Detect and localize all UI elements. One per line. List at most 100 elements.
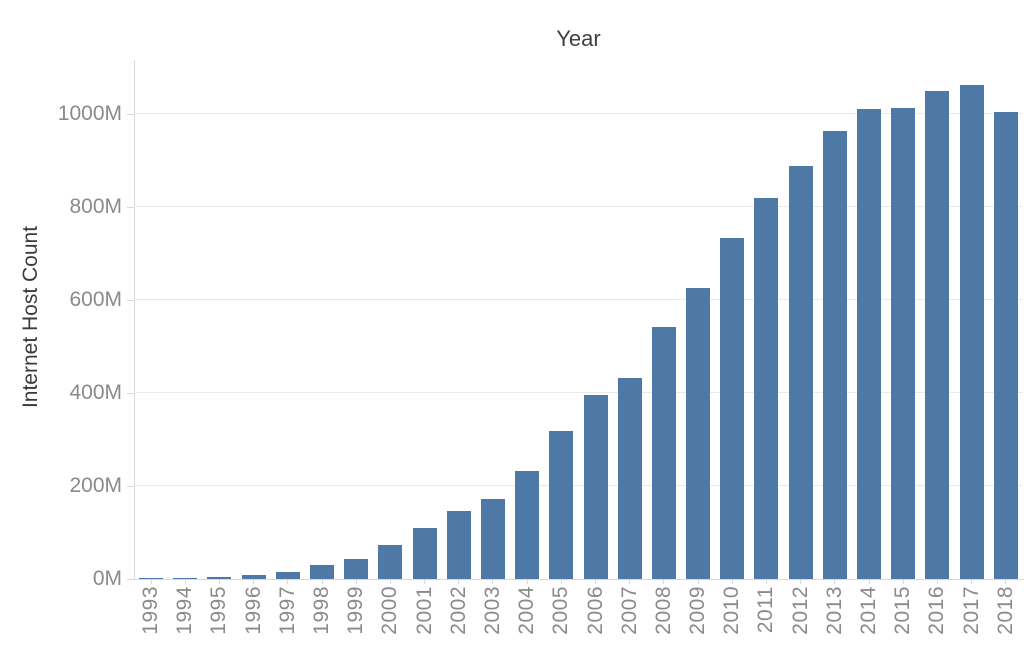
bar-2005[interactable] <box>549 431 574 579</box>
bar-slot-2018 <box>989 60 1023 579</box>
x-tick-label-1996: 1996 <box>241 586 265 635</box>
x-label-slot-2007: 2007 <box>613 580 647 648</box>
x-tick-label-2009: 2009 <box>686 586 710 635</box>
x-axis-tick <box>731 580 733 584</box>
x-label-slot-2018: 2018 <box>989 580 1023 648</box>
x-tick-label-2001: 2001 <box>412 586 436 635</box>
gridline-400M <box>134 392 1023 393</box>
bar-2004[interactable] <box>515 470 540 579</box>
bar-2010[interactable] <box>720 238 745 579</box>
bar-slot-2014 <box>852 60 886 579</box>
bar-2002[interactable] <box>446 510 471 579</box>
x-label-slot-2000: 2000 <box>373 580 407 648</box>
x-tick-label-2011: 2011 <box>754 586 778 634</box>
x-axis-tick <box>697 580 699 584</box>
bar-2008[interactable] <box>651 327 676 579</box>
x-label-slot-2005: 2005 <box>544 580 578 648</box>
gridline-200M <box>134 485 1023 486</box>
bar-2000[interactable] <box>378 545 403 579</box>
bar-slot-2009 <box>681 60 715 579</box>
bar-2006[interactable] <box>583 395 608 579</box>
bar-2017[interactable] <box>959 84 984 579</box>
bar-1995[interactable] <box>207 576 232 579</box>
x-axis-tick <box>287 580 289 584</box>
bar-1997[interactable] <box>275 571 300 579</box>
x-label-slot-2004: 2004 <box>510 580 544 648</box>
y-axis-tick <box>127 207 134 208</box>
x-tick-label-2014: 2014 <box>857 586 881 635</box>
bar-slot-1998 <box>305 60 339 579</box>
bar-2007[interactable] <box>617 377 642 579</box>
x-label-slot-2012: 2012 <box>784 580 818 648</box>
x-axis-tick <box>218 580 220 584</box>
bar-1998[interactable] <box>310 565 335 579</box>
bar-1996[interactable] <box>241 574 266 579</box>
x-axis-tick <box>424 580 426 584</box>
bar-slot-2007 <box>613 60 647 579</box>
bar-slot-2004 <box>510 60 544 579</box>
bar-slot-2010 <box>715 60 749 579</box>
bar-2001[interactable] <box>412 528 437 579</box>
bar-2015[interactable] <box>891 108 916 579</box>
bar-slot-2017 <box>955 60 989 579</box>
x-axis-tick <box>834 580 836 584</box>
x-label-slot-1998: 1998 <box>305 580 339 648</box>
y-tick-label-800M: 800M <box>69 195 122 218</box>
y-axis-tick <box>127 579 134 580</box>
x-axis-tick <box>800 580 802 584</box>
x-axis-tick <box>868 580 870 584</box>
x-label-slot-1999: 1999 <box>339 580 373 648</box>
x-label-slot-2014: 2014 <box>852 580 886 648</box>
x-tick-label-2000: 2000 <box>378 586 402 635</box>
x-label-slot-2016: 2016 <box>920 580 954 648</box>
x-tick-label-1998: 1998 <box>310 586 334 635</box>
x-label-slot-2017: 2017 <box>955 580 989 648</box>
bar-2016[interactable] <box>925 91 950 579</box>
plot-area <box>134 60 1023 579</box>
x-label-slot-2011: 2011 <box>749 580 783 648</box>
x-label-slot-2002: 2002 <box>442 580 476 648</box>
bar-2012[interactable] <box>788 166 813 579</box>
x-axis-tick <box>150 580 152 584</box>
y-tick-label-600M: 600M <box>69 288 122 311</box>
bar-slot-1994 <box>168 60 202 579</box>
bar-1994[interactable] <box>173 577 198 579</box>
x-axis-tick <box>321 580 323 584</box>
bar-slot-2015 <box>886 60 920 579</box>
x-axis-tick <box>560 580 562 584</box>
bar-2003[interactable] <box>480 499 505 579</box>
x-label-slot-1997: 1997 <box>271 580 305 648</box>
x-axis-tick <box>902 580 904 584</box>
bar-1993[interactable] <box>139 578 164 579</box>
y-axis-tick <box>127 393 134 394</box>
x-tick-label-2016: 2016 <box>925 586 949 635</box>
x-tick-label-2007: 2007 <box>617 586 641 635</box>
bar-1999[interactable] <box>344 558 369 579</box>
x-axis-tick <box>492 580 494 584</box>
bar-2014[interactable] <box>857 109 882 579</box>
chart-title: Year <box>556 26 601 51</box>
x-axis-labels: 1993 1994 1995 1996 1997 1998 1999 2000 2001 2002… <box>134 580 1023 648</box>
x-axis-tick <box>663 580 665 584</box>
bar-2011[interactable] <box>754 198 779 579</box>
bar-slot-2005 <box>544 60 578 579</box>
bar-slot-2013 <box>818 60 852 579</box>
y-axis-tick <box>127 486 134 487</box>
bar-slot-2016 <box>920 60 954 579</box>
x-axis-tick <box>184 580 186 584</box>
x-tick-label-2008: 2008 <box>651 586 675 635</box>
x-label-slot-1994: 1994 <box>168 580 202 648</box>
y-tick-label-1000M: 1000M <box>57 102 122 125</box>
bar-slot-2001 <box>408 60 442 579</box>
gridline-600M <box>134 299 1023 300</box>
bar-2013[interactable] <box>822 130 847 579</box>
bar-2018[interactable] <box>993 112 1018 579</box>
gridline-800M <box>134 206 1023 207</box>
bar-slot-1996 <box>237 60 271 579</box>
x-tick-label-2005: 2005 <box>549 586 573 635</box>
x-label-slot-1996: 1996 <box>237 580 271 648</box>
x-label-slot-2003: 2003 <box>476 580 510 648</box>
bar-2009[interactable] <box>686 288 711 579</box>
x-tick-label-2017: 2017 <box>959 586 983 635</box>
x-tick-label-1997: 1997 <box>275 586 299 635</box>
